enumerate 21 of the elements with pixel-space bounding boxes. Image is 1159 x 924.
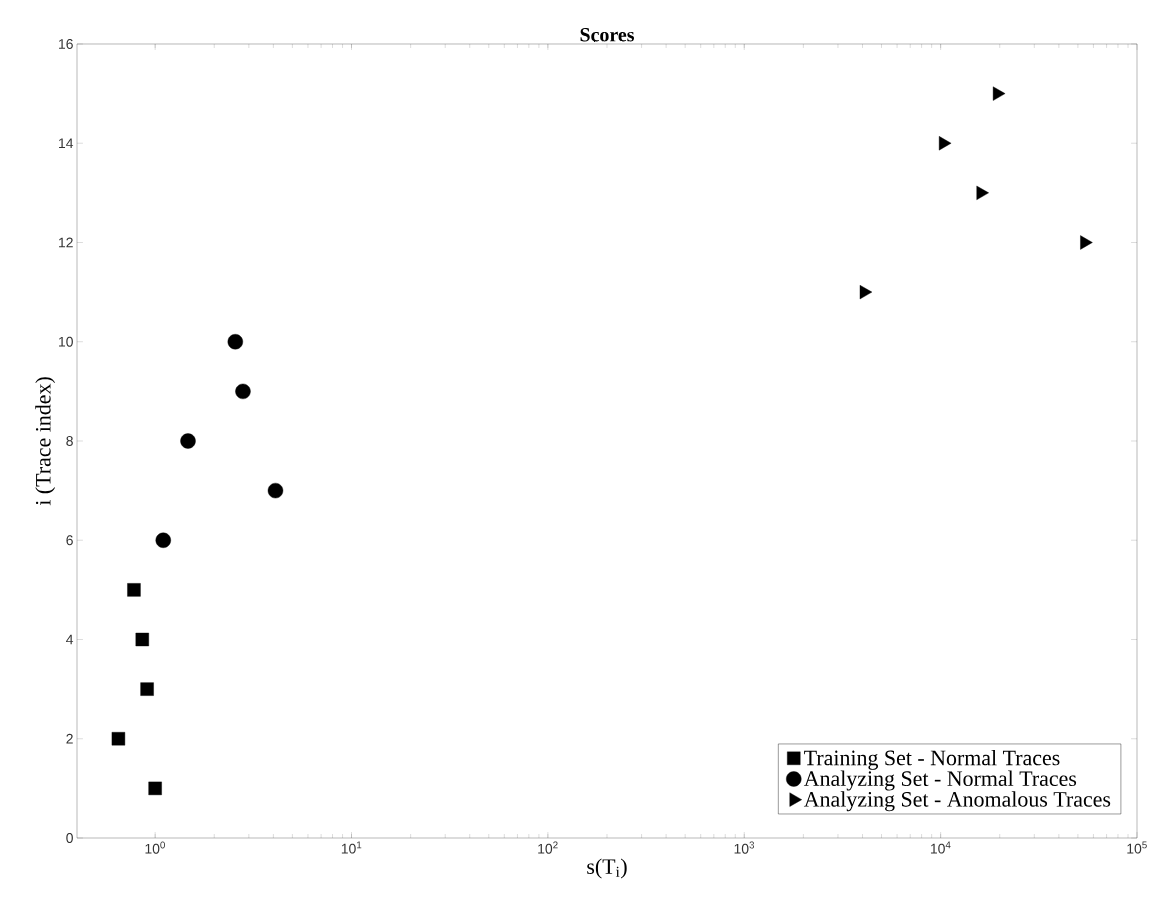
- chart-title: Scores: [580, 28, 634, 42]
- x-tick-label: 10$^{5}$: [1127, 841, 1147, 854]
- y-tick-label: 10: [59, 336, 73, 347]
- legend-label: Training Set - Normal Traces: [804, 749, 1060, 770]
- y-tick-label: 14: [59, 138, 74, 149]
- y-tick-label: 12: [59, 237, 73, 248]
- y-tick-label: 16: [59, 39, 73, 49]
- y-tick-label: 8: [66, 436, 73, 446]
- y-tick-label: 2: [66, 733, 73, 744]
- y-tick-label: 6: [66, 535, 73, 546]
- y-axis-title: i (Trace index): [35, 377, 56, 506]
- x-tick-label: 10$^{1}$: [341, 841, 362, 854]
- x-tick-label: 10$^{2}$: [538, 841, 558, 854]
- x-tick-label: 10$^{4}$: [930, 841, 951, 854]
- x-tick-label: 10$^{0}$: [145, 841, 165, 854]
- legend-label: Analyzing Set - Normal Traces: [803, 770, 1077, 791]
- x-tick-label: 10$^{3}$: [734, 841, 755, 854]
- y-tick-label: 0: [66, 833, 73, 843]
- y-tick-label: 4: [66, 634, 74, 645]
- x-axis-title: s(T$_{i}$): [587, 858, 627, 879]
- legend-label: Analyzing Set - Anomalous Traces: [803, 791, 1111, 812]
